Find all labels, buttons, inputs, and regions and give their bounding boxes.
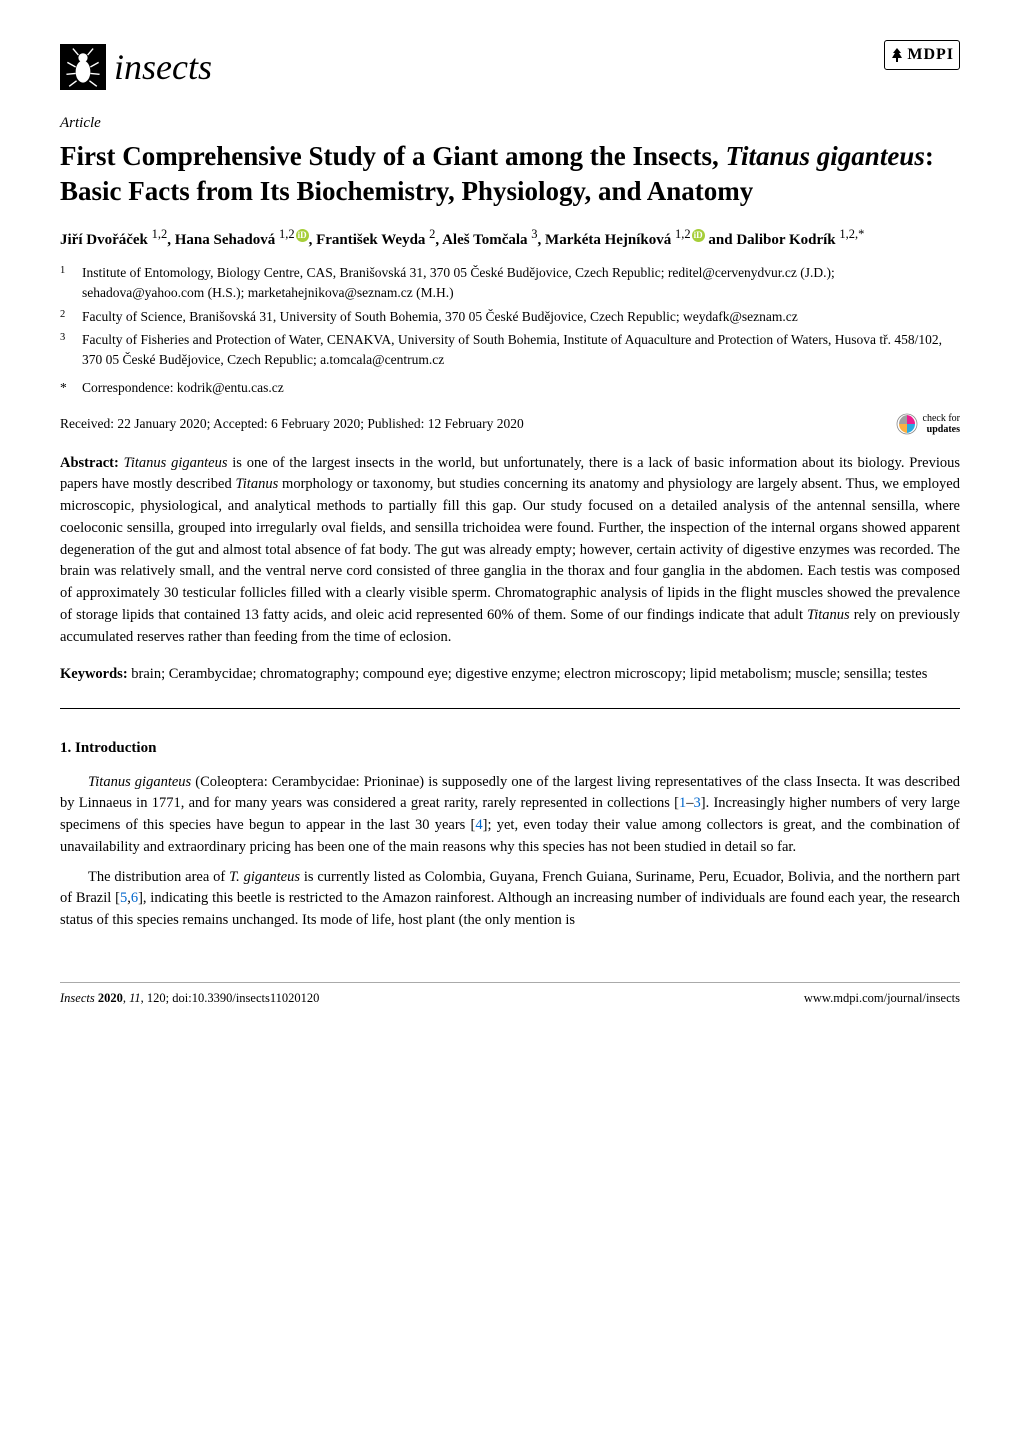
aff-num: 1: [60, 263, 65, 279]
author-5: , Markéta Hejníková: [538, 232, 675, 248]
title-species: Titanus giganteus: [726, 141, 925, 171]
crossref-icon: [896, 413, 918, 435]
publisher-logo: MDPI: [884, 40, 960, 70]
author-6: and Dalibor Kodrík: [705, 232, 840, 248]
header-row: insects MDPI: [60, 40, 960, 94]
correspondence: *Correspondence: kodrik@entu.cas.cz: [82, 378, 960, 398]
footer-right: www.mdpi.com/journal/insects: [804, 989, 960, 1008]
abstract: Abstract: Titanus giganteus is one of th…: [60, 453, 960, 649]
keywords: Keywords: brain; Cerambycidae; chromatog…: [60, 664, 960, 686]
insect-icon: [60, 44, 106, 90]
aff-text: Faculty of Science, Branišovská 31, Univ…: [82, 309, 798, 324]
affiliations: 1Institute of Entomology, Biology Centre…: [82, 263, 960, 370]
corr-star: *: [60, 378, 67, 398]
article-title: First Comprehensive Study of a Giant amo…: [60, 139, 960, 209]
intro-para-2: The distribution area of T. giganteus is…: [60, 867, 960, 932]
keywords-label: Keywords:: [60, 666, 128, 682]
affiliation-2: 2Faculty of Science, Branišovská 31, Uni…: [82, 307, 960, 327]
orcid-icon[interactable]: iD: [692, 229, 705, 242]
check-updates-badge[interactable]: check for updates: [896, 413, 960, 435]
corr-text: Correspondence: kodrik@entu.cas.cz: [82, 380, 284, 395]
p1-dash: –: [686, 795, 693, 811]
authors-line: Jiří Dvořáček 1,2, Hana Sehadová 1,2iD, …: [60, 225, 960, 252]
affiliation-3: 3Faculty of Fisheries and Protection of …: [82, 330, 960, 371]
abstract-species-1: Titanus giganteus: [124, 455, 228, 471]
aff-text: Institute of Entomology, Biology Centre,…: [82, 265, 835, 300]
keywords-text: brain; Cerambycidae; chromatography; com…: [128, 666, 928, 682]
mdpi-tree-icon: [890, 47, 904, 63]
journal-logo: insects: [60, 40, 212, 94]
p2-t3: ], indicating this beetle is restricted …: [60, 890, 960, 928]
abstract-mid2: morphology or taxonomy, but studies conc…: [60, 476, 960, 623]
dates-row: Received: 22 January 2020; Accepted: 6 F…: [60, 413, 960, 435]
p1-species: Titanus giganteus: [88, 774, 191, 790]
ref-link[interactable]: 4: [475, 817, 482, 833]
aff-num: 2: [60, 307, 65, 323]
cu-line2: updates: [927, 424, 960, 435]
p2-t1: The distribution area of: [88, 869, 229, 885]
author-4: , Aleš Tomčala: [435, 232, 531, 248]
ref-link[interactable]: 3: [694, 795, 701, 811]
check-updates-text: check for updates: [923, 413, 960, 435]
author-6-aff: 1,2,*: [839, 227, 864, 241]
author-3: , František Weyda: [309, 232, 430, 248]
publication-dates: Received: 22 January 2020; Accepted: 6 F…: [60, 414, 524, 434]
author-1-aff: 1,2: [152, 227, 168, 241]
abstract-species-2: Titanus: [236, 476, 279, 492]
cu-line1: check for: [923, 413, 960, 424]
ref-link[interactable]: 6: [131, 890, 138, 906]
article-type-label: Article: [60, 112, 960, 135]
affiliation-1: 1Institute of Entomology, Biology Centre…: [82, 263, 960, 304]
abstract-label: Abstract:: [60, 455, 119, 471]
orcid-icon[interactable]: iD: [296, 229, 309, 242]
publisher-name: MDPI: [907, 43, 954, 67]
journal-name: insects: [114, 40, 212, 94]
section-1-heading: 1. Introduction: [60, 737, 960, 760]
page-footer: Insects 2020, 11, 120; doi:10.3390/insec…: [60, 982, 960, 1008]
aff-text: Faculty of Fisheries and Protection of W…: [82, 332, 942, 367]
aff-num: 3: [60, 330, 65, 346]
author-2-aff: 1,2: [279, 227, 295, 241]
author-2: , Hana Sehadová: [167, 232, 279, 248]
abstract-species-3: Titanus: [807, 607, 850, 623]
p2-species: T. giganteus: [229, 869, 300, 885]
footer-left: Insects 2020, 11, 120; doi:10.3390/insec…: [60, 989, 319, 1008]
intro-para-1: Titanus giganteus (Coleoptera: Cerambyci…: [60, 772, 960, 859]
separator-rule: [60, 708, 960, 709]
journal-url[interactable]: www.mdpi.com/journal/insects: [804, 991, 960, 1005]
author-1: Jiří Dvořáček: [60, 232, 152, 248]
author-5-aff: 1,2: [675, 227, 691, 241]
title-pre: First Comprehensive Study of a Giant amo…: [60, 141, 726, 171]
